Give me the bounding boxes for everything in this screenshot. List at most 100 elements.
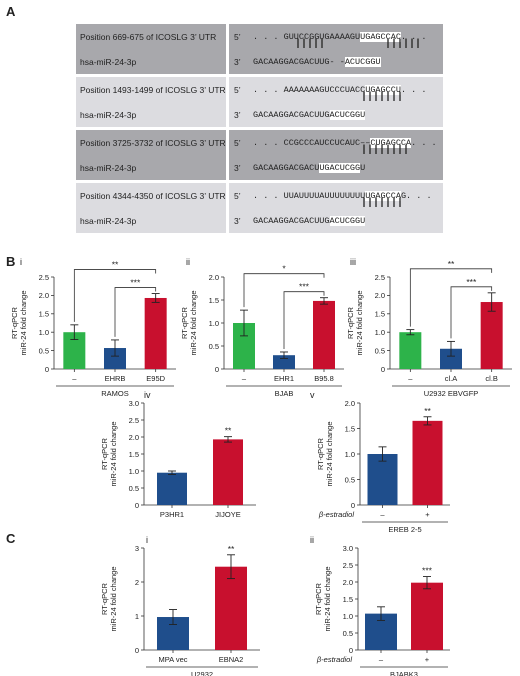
y-tick-label: 2.0 bbox=[129, 433, 139, 442]
y-tick-label: 0 bbox=[135, 501, 139, 510]
category-label: – bbox=[72, 374, 77, 383]
category-label: + bbox=[425, 655, 430, 664]
pairing-bars: |||||||| bbox=[253, 145, 410, 156]
y-tick-label: 1.5 bbox=[375, 310, 385, 319]
significance-marker: ** bbox=[112, 260, 119, 270]
mirna-label: hsa-miR-24-3p bbox=[80, 57, 137, 67]
row-label: β-estradiol bbox=[318, 510, 354, 519]
y-axis-label: RT-qPCR bbox=[346, 306, 355, 339]
bar bbox=[215, 566, 247, 650]
y-tick-label: 2.0 bbox=[209, 273, 219, 282]
bar bbox=[273, 355, 295, 369]
alignment-row: Position 3725-3732 of ICOSLG 3’ UTR hsa-… bbox=[76, 130, 443, 180]
significance-bracket bbox=[114, 287, 157, 337]
panel-letter-c: C bbox=[6, 531, 16, 546]
mirna-sequence: GACAAGGACGACUUGACUCGGU bbox=[253, 110, 366, 120]
significance-marker: *** bbox=[299, 282, 310, 292]
panel-letter-b: B bbox=[6, 254, 16, 269]
group-label: U2932 bbox=[191, 670, 213, 676]
y-axis-label: RT-qPCR bbox=[314, 582, 323, 615]
alignment-label-cell: Position 4344-4350 of ICOSLG 3’ UTR hsa-… bbox=[76, 183, 226, 233]
utr-sequence: . . . AAAAAAAGUCCCUACCUGAGCCU. . . bbox=[253, 85, 427, 95]
y-axis-label: RT-qPCR bbox=[100, 437, 109, 470]
category-label: B95.8 bbox=[314, 374, 334, 383]
category-label: EHRB bbox=[105, 374, 126, 383]
y-tick-label: 2.5 bbox=[39, 273, 49, 282]
alignment-sequence-cell: 5’ . . . AAAAAAAGUCCCUACCUGAGCCU. . . ||… bbox=[229, 77, 443, 127]
y-tick-label: 1.0 bbox=[129, 467, 139, 476]
y-axis-label: RT-qPCR bbox=[316, 437, 325, 470]
pairing-bars: ||||| |||||| bbox=[253, 39, 422, 50]
significance-marker: ** bbox=[225, 426, 232, 436]
mirna-sequence: GACAAGGACGACUUGACUCGGU bbox=[253, 163, 366, 173]
category-label: + bbox=[425, 510, 430, 519]
subpanel-label: ii bbox=[310, 535, 314, 545]
y-tick-label: 2.5 bbox=[129, 416, 139, 425]
subpanel-label: i bbox=[20, 257, 22, 267]
utr-position-label: Position 669-675 of ICOSLG 3’ UTR bbox=[80, 32, 217, 42]
category-label: EBNA2 bbox=[219, 655, 244, 664]
y-tick-label: 0 bbox=[351, 501, 355, 510]
significance-bracket bbox=[73, 269, 157, 322]
bar bbox=[367, 454, 398, 505]
y-tick-label: 0.5 bbox=[129, 484, 139, 493]
alignment-sequence-cell: 5’ . . . UUAUUUUAUUUUUUUUUGAGCCAG. . . |… bbox=[229, 183, 443, 233]
y-tick-label: 0 bbox=[135, 646, 139, 655]
utr-position-label: Position 1493-1499 of ICOSLG 3’ UTR bbox=[80, 85, 226, 95]
category-label: cl.A bbox=[445, 374, 458, 383]
y-tick-label: 0.5 bbox=[343, 629, 353, 638]
significance-bracket bbox=[243, 273, 325, 308]
utr-position-label: Position 4344-4350 of ICOSLG 3’ UTR bbox=[80, 191, 226, 201]
y-tick-label: 0 bbox=[349, 646, 353, 655]
category-label: – bbox=[379, 655, 384, 664]
y-tick-label: 2.5 bbox=[343, 561, 353, 570]
significance-marker: *** bbox=[422, 566, 433, 576]
pairing-bars: ||||||| bbox=[253, 198, 404, 209]
bar bbox=[144, 297, 167, 369]
alignment-sequence-cell: 5’ . . . GUUCCGGUGAAAAGUUGAGCCAC. . . ||… bbox=[229, 24, 443, 74]
category-label: MPA vec bbox=[158, 655, 187, 664]
y-tick-label: 1.0 bbox=[343, 612, 353, 621]
y-tick-label: 0.5 bbox=[375, 346, 385, 355]
bar bbox=[63, 332, 86, 369]
mirna-sequence: GACAAGGACGACUUG- -ACUCGGU bbox=[253, 57, 381, 67]
y-tick-label: 1.0 bbox=[209, 319, 219, 328]
significance-marker: * bbox=[282, 264, 286, 274]
utr-sequence: . . . GUUCCGGUGAAAAGUUGAGCCAC. . . bbox=[253, 32, 427, 42]
significance-marker: *** bbox=[130, 278, 141, 288]
category-label: – bbox=[408, 374, 413, 383]
y-tick-label: 1.0 bbox=[375, 328, 385, 337]
significance-bracket bbox=[409, 268, 493, 327]
category-label: – bbox=[380, 510, 385, 519]
alignment-row: Position 1493-1499 of ICOSLG 3’ UTR hsa-… bbox=[76, 77, 443, 127]
subpanel-label: iii bbox=[350, 257, 356, 267]
mirna-sequence: GACAAGGACGACUUGACUCGGU bbox=[253, 216, 366, 226]
mirna-label: hsa-miR-24-3p bbox=[80, 163, 137, 173]
bar bbox=[157, 472, 187, 505]
mirna-prime-label: 3’ bbox=[234, 216, 241, 226]
y-tick-label: 1.5 bbox=[39, 310, 49, 319]
y-tick-label: 2 bbox=[135, 578, 139, 587]
utr-position-label: Position 3725-3732 of ICOSLG 3’ UTR bbox=[80, 138, 226, 148]
panel-letter-a: A bbox=[6, 4, 16, 19]
y-axis-label: miR-24 fold change bbox=[109, 421, 118, 486]
group-label: BJABK3 bbox=[390, 670, 418, 676]
utr-prime-label: 5’ bbox=[234, 138, 241, 148]
bar bbox=[412, 420, 443, 505]
mirna-label: hsa-miR-24-3p bbox=[80, 110, 137, 120]
bar bbox=[480, 302, 503, 369]
alignment-row: Position 669-675 of ICOSLG 3’ UTR hsa-mi… bbox=[76, 24, 443, 74]
y-axis-label: RT-qPCR bbox=[180, 306, 189, 339]
bar bbox=[104, 348, 126, 369]
y-tick-label: 2.0 bbox=[345, 399, 355, 408]
row-label: β-estradiol bbox=[316, 655, 352, 664]
utr-prime-label: 5’ bbox=[234, 85, 241, 95]
y-tick-label: 2.5 bbox=[375, 273, 385, 282]
bar bbox=[440, 348, 462, 369]
mirna-label: hsa-miR-24-3p bbox=[80, 216, 137, 226]
y-tick-label: 1.0 bbox=[345, 450, 355, 459]
significance-marker: *** bbox=[466, 277, 477, 287]
alignment-sequence-cell: 5’ . . . CCGCCCAUCCUCAUC––CUGAGCCA. . . … bbox=[229, 130, 443, 180]
y-axis-label: RT-qPCR bbox=[100, 582, 109, 615]
